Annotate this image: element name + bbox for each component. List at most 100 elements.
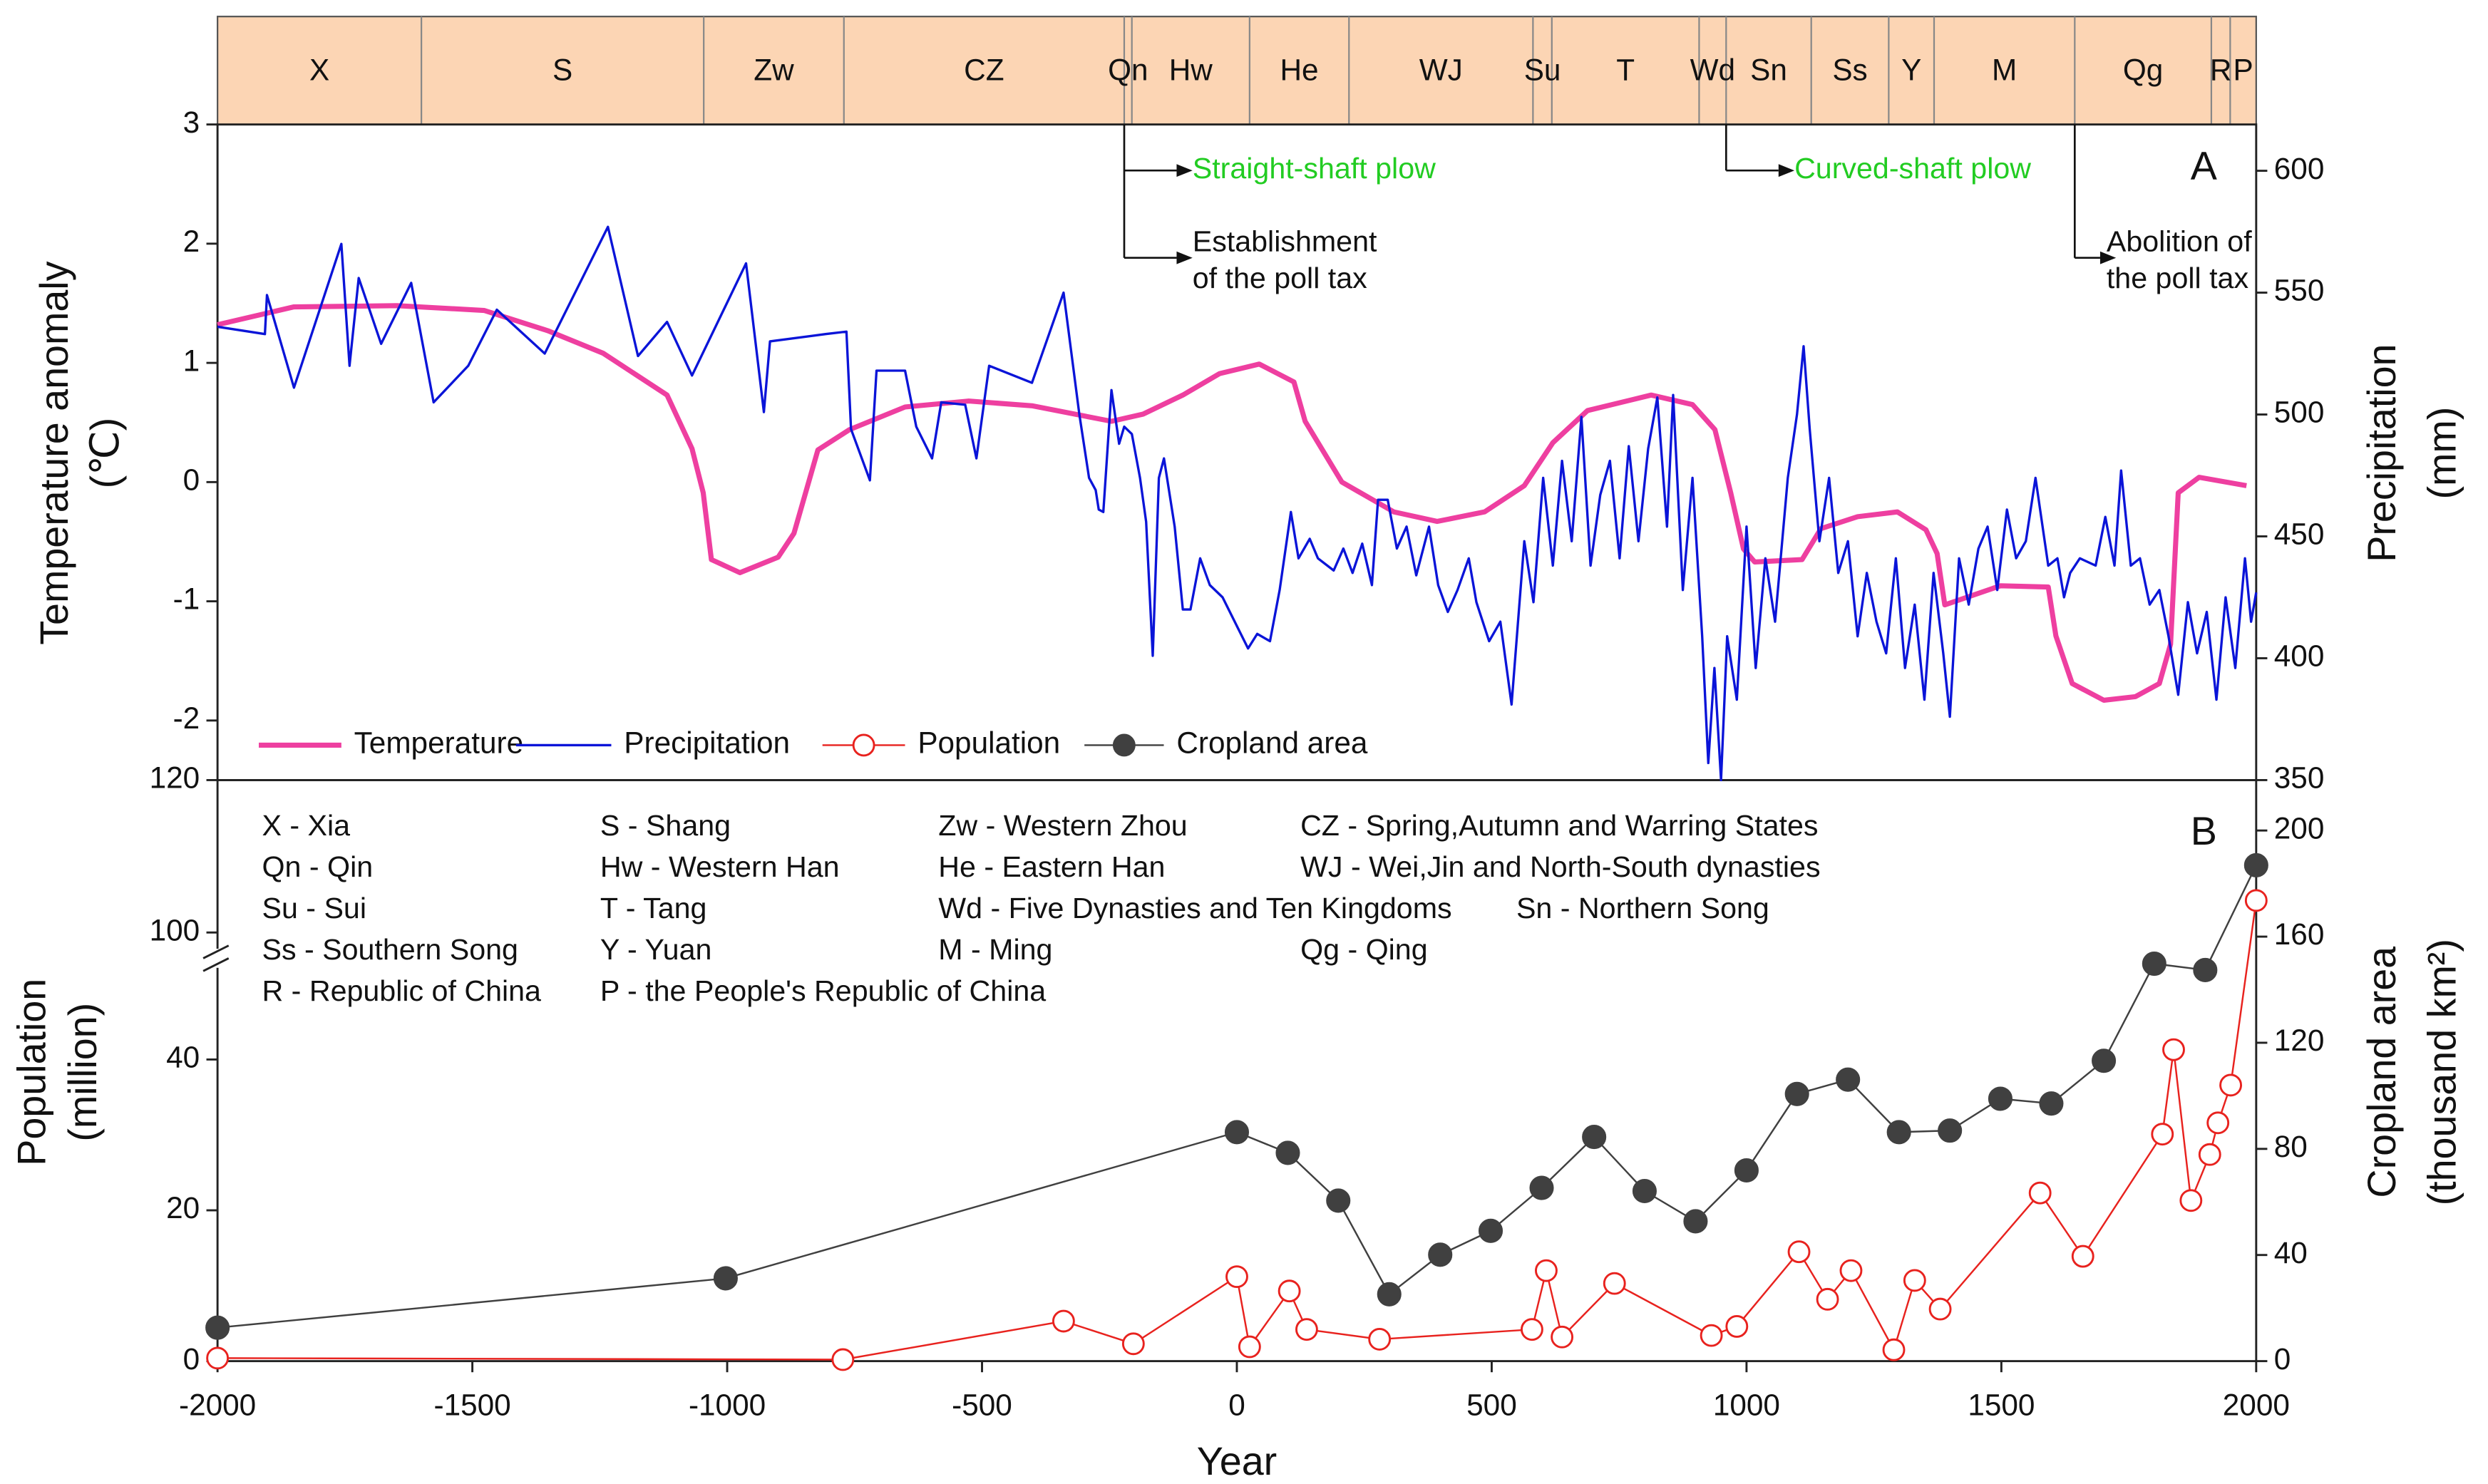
data-point [1052, 1309, 1075, 1333]
period-label: T [1616, 53, 1635, 86]
y2-tick-label: 450 [2274, 517, 2325, 551]
legend-swatch [852, 733, 875, 757]
x-tick-label: 1000 [1713, 1388, 1780, 1421]
y-tick-label: 1 [183, 344, 200, 377]
period-label: Wd [1690, 53, 1735, 86]
y2-tick-label: 400 [2274, 639, 2325, 673]
series-line [217, 900, 2258, 1361]
data-point [1326, 1188, 1351, 1213]
y2-axis-label: Cropland area [2360, 947, 2404, 1198]
series-line [217, 225, 2258, 782]
note: Sn - Northern Song [1516, 892, 1769, 924]
data-point [1734, 1158, 1759, 1183]
x-axis-label: Year [1197, 1439, 1277, 1483]
note: Y - Yuan [600, 933, 712, 966]
x-tick-label: -1500 [433, 1388, 510, 1421]
data-point [1551, 1325, 1574, 1349]
data-point [2244, 889, 2268, 912]
period-label: WJ [1419, 53, 1463, 86]
period-bar [217, 16, 2257, 125]
panel-label: A [2191, 144, 2218, 188]
legend-label: Cropland area [1176, 726, 1368, 760]
data-point [713, 1266, 738, 1291]
data-point [2162, 1038, 2185, 1061]
data-point [1121, 1332, 1145, 1356]
note: Su - Sui [262, 892, 366, 924]
note: Wd - Five Dynasties and Ten Kingdoms [938, 892, 1451, 924]
data-point [1478, 1218, 1503, 1243]
data-point [1238, 1335, 1261, 1359]
note: Hw - Western Han [600, 850, 840, 883]
data-point [1295, 1318, 1318, 1341]
data-point [1603, 1272, 1626, 1295]
data-point [1582, 1125, 1607, 1150]
data-point [1520, 1318, 1543, 1341]
data-point [1836, 1067, 1861, 1092]
y-axis-label: (℃) [83, 418, 127, 489]
data-point [2206, 1111, 2230, 1135]
note: Qg - Qing [1300, 933, 1428, 966]
note: WJ - Wei,Jin and North-South dynasties [1300, 850, 1820, 883]
y-tick-label: 3 [183, 105, 200, 139]
data-point [205, 1315, 230, 1340]
period-label: Zw [754, 53, 794, 86]
y-axis-label: Temperature anomaly [32, 261, 76, 644]
y-tick-label: 2 [183, 225, 200, 258]
annotation-arrowhead [1176, 164, 1193, 177]
note: Qn - Qin [262, 850, 373, 883]
y2-tick-label: 550 [2274, 274, 2325, 307]
data-point [2028, 1181, 2052, 1205]
data-point [1225, 1265, 1248, 1289]
period-label: M [1992, 53, 2017, 86]
data-point [1787, 1240, 1811, 1264]
y-axis-label: (million) [61, 1003, 105, 1142]
y-tick-label: -2 [173, 701, 200, 735]
y2-tick-label: 40 [2274, 1236, 2308, 1269]
y2-tick-label: 500 [2274, 396, 2325, 429]
y2-tick-label: 160 [2274, 917, 2325, 951]
annotation: of the poll tax [1193, 262, 1367, 294]
data-point [1938, 1118, 1963, 1143]
data-point [1428, 1242, 1453, 1267]
y2-axis-label: (thousand km²) [2420, 939, 2464, 1205]
annotation: Straight-shaft plow [1193, 152, 1436, 185]
note: T - Tang [600, 892, 707, 924]
x-tick-label: 1500 [1968, 1388, 2035, 1421]
data-point [1886, 1120, 1911, 1145]
period-label: P [2233, 53, 2253, 86]
note: Zw - Western Zhou [938, 809, 1187, 842]
annotation-arrowhead [1176, 251, 1193, 264]
data-point [2243, 852, 2268, 877]
data-point [2151, 1123, 2174, 1146]
period-label: Sn [1750, 53, 1787, 86]
period-label: X [309, 53, 329, 86]
series-line [217, 303, 2247, 703]
note: M - Ming [938, 933, 1052, 966]
data-point [2142, 951, 2166, 977]
x-tick-label: -500 [952, 1388, 1012, 1421]
period-label: Ss [1832, 53, 1867, 86]
data-point [2193, 957, 2218, 982]
axis-break [202, 957, 230, 972]
x-tick-label: 0 [1228, 1388, 1245, 1421]
y2-tick-label: 600 [2274, 152, 2325, 185]
y2-tick-label: 350 [2274, 761, 2325, 795]
x-tick-label: 2000 [2223, 1388, 2290, 1421]
note: Ss - Southern Song [262, 933, 518, 966]
period-label: S [552, 53, 572, 86]
y-tick-label: 0 [183, 463, 200, 497]
series-line [217, 865, 2257, 1329]
note: CZ - Spring,Autumn and Warring States [1300, 809, 1818, 842]
data-point [2071, 1245, 2094, 1268]
annotation: the poll tax [2107, 262, 2249, 294]
data-point [1377, 1282, 1402, 1307]
y-tick-label: 100 [150, 913, 200, 947]
data-point [2198, 1143, 2221, 1166]
data-point [1725, 1315, 1749, 1338]
plot-frame [216, 123, 2258, 781]
data-point [1683, 1209, 1708, 1234]
period-label: R [2210, 53, 2232, 86]
y2-tick-label: 120 [2274, 1024, 2325, 1057]
data-point [1988, 1086, 2012, 1111]
